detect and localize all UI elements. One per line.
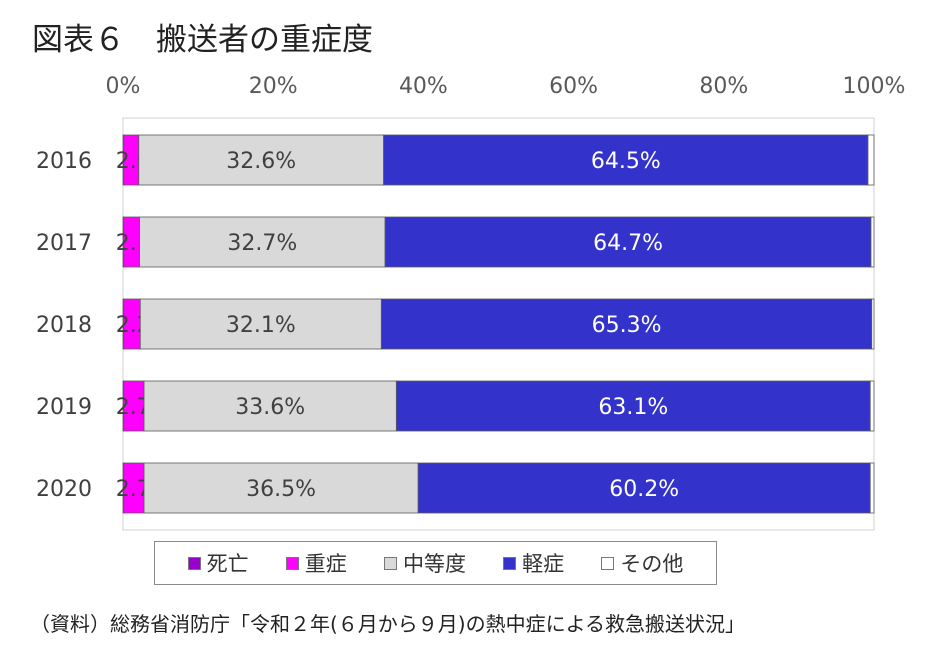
legend-swatch (383, 556, 397, 570)
bar-segment (384, 216, 872, 268)
data-label: 33.6% (235, 395, 305, 420)
legend-label: 重症 (304, 552, 347, 576)
chart-title: 図表６ 搬送者の重症度 (32, 22, 373, 58)
bar-segment (143, 462, 419, 514)
bar-segment (380, 298, 873, 350)
data-label: 32.1% (226, 313, 296, 338)
legend-swatch (601, 556, 615, 570)
data-label: 64.7% (593, 231, 663, 256)
bar-segment (871, 298, 875, 350)
legend-item: 死亡 (187, 548, 249, 578)
x-tick-label: 20% (249, 74, 298, 99)
bar-segment (869, 380, 875, 432)
source-note: （資料）総務省消防庁「令和２年(６月から９月)の熱中症による救急搬送状況」 (30, 612, 746, 636)
data-label: 32.7% (227, 231, 297, 256)
category-label: 2016 (36, 149, 92, 174)
bar-segment (143, 380, 397, 432)
x-tick-label: 0% (106, 74, 141, 99)
data-label: 64.5% (591, 149, 661, 174)
x-tick-label: 100% (843, 74, 906, 99)
category-label: 2019 (36, 395, 92, 420)
legend-label: その他 (620, 552, 684, 576)
legend-label: 中等度 (402, 552, 466, 576)
x-tick-label: 40% (399, 74, 448, 99)
data-label: 63.1% (598, 395, 668, 420)
bar-segment (139, 216, 386, 268)
bar-segment (867, 134, 875, 186)
legend-item: 軽症 (503, 548, 564, 578)
legend-label: 軽症 (522, 552, 565, 576)
legend: 死亡 重症 中等度 軽症 その他 (154, 541, 717, 585)
legend-item: 中等度 (383, 548, 466, 578)
bar-segment (870, 216, 875, 268)
legend-swatch (187, 556, 201, 570)
data-label: 32.6% (226, 149, 296, 174)
category-label: 2017 (36, 231, 92, 256)
x-tick-label: 60% (549, 74, 598, 99)
legend-swatch (285, 556, 299, 570)
x-tick-label: 80% (699, 74, 748, 99)
data-label: 36.5% (246, 477, 316, 502)
bar-segment (869, 462, 875, 514)
bar-segment (395, 380, 871, 432)
legend-label: 死亡 (206, 552, 249, 576)
stacked-bar-chart: 0%20%40%60%80%100%20162.0%32.6%64.5%2017… (36, 74, 906, 531)
legend-item: その他 (601, 548, 683, 578)
legend-swatch (503, 556, 517, 570)
bar-segment (138, 134, 384, 186)
category-label: 2020 (36, 477, 92, 502)
bar-segment (139, 298, 382, 350)
bar-segment (417, 462, 871, 514)
bar-segment (383, 134, 869, 186)
data-label: 65.3% (592, 313, 662, 338)
legend-item: 重症 (285, 548, 347, 578)
category-label: 2018 (36, 313, 92, 338)
data-label: 60.2% (609, 477, 679, 502)
